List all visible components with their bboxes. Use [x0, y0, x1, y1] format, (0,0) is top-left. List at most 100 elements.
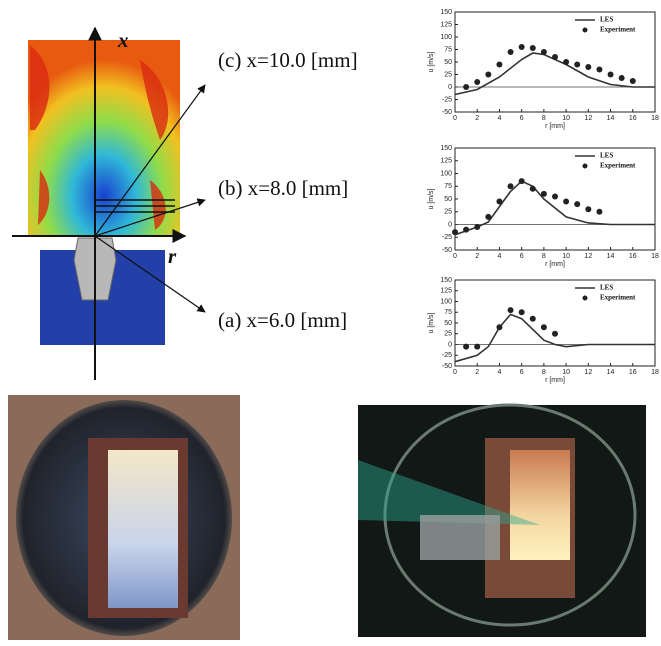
experiment-point [463, 343, 470, 350]
x-tick-label: 18 [651, 369, 659, 376]
y-tick-label: 125 [440, 288, 452, 295]
y-tick-label: 25 [444, 71, 452, 78]
x-tick-label: 10 [562, 253, 570, 260]
photo-left [8, 395, 240, 640]
x-axis-label: r [mm] [545, 377, 565, 384]
x-tick-label: 14 [607, 253, 615, 260]
optics [420, 515, 500, 560]
experiment-point [563, 198, 570, 205]
x-tick-label: 10 [562, 115, 570, 122]
y-tick-label: -25 [442, 352, 452, 359]
x-tick-label: 2 [475, 369, 479, 376]
x-tick-label: 12 [584, 369, 592, 376]
flame [108, 450, 178, 608]
experiment-point [474, 343, 481, 350]
y-tick-label: -50 [442, 247, 452, 254]
x-tick-label: 2 [475, 115, 479, 122]
y-tick-label: 75 [444, 309, 452, 316]
legend-label: LES [600, 284, 613, 292]
les-line [454, 313, 655, 363]
experiment-point [563, 59, 570, 65]
x-tick-label: 0 [453, 369, 457, 376]
y-tick-label: 75 [444, 46, 452, 53]
y-axis-label: u [m/s] [428, 51, 435, 72]
y-axis-label: u [m/s] [428, 312, 435, 333]
laser-sheet [358, 460, 540, 525]
x-tick-label: 4 [497, 369, 501, 376]
experiment-point [529, 45, 536, 51]
x-tick-label: 12 [584, 253, 592, 260]
experiment-point [574, 61, 581, 68]
experiment-point [574, 201, 581, 208]
experiment-point [518, 178, 525, 185]
pointer [94, 235, 206, 313]
experiment-point [452, 229, 458, 236]
experiment-point [618, 75, 625, 81]
legend-label: Experiment [600, 26, 636, 34]
y-tick-label: -25 [442, 96, 452, 103]
experiment-point [552, 193, 558, 200]
x-tick-label: 6 [520, 115, 524, 122]
experiment-point [474, 224, 481, 231]
cfd-diagram: x r [12, 26, 206, 380]
y-tick-label: 0 [448, 341, 452, 348]
experiment-point [540, 190, 547, 197]
y-tick-label: 75 [444, 183, 452, 190]
flame [510, 450, 570, 560]
y-tick-label: 0 [448, 221, 452, 228]
panel-label: (b) x=8.0 [mm] [218, 176, 348, 200]
experiment-point [485, 213, 492, 220]
y-tick-label: 150 [440, 145, 452, 152]
experiment-point [496, 198, 503, 205]
legend-label: Experiment [600, 294, 636, 302]
pointer [94, 84, 206, 237]
x-tick-label: 8 [542, 115, 546, 122]
x-tick-label: 8 [542, 253, 546, 260]
y-tick-label: 25 [444, 209, 452, 216]
r-axis-label: r [168, 244, 177, 268]
x-tick-label: 4 [497, 115, 501, 122]
x-tick-label: 16 [629, 369, 637, 376]
photo-right [358, 403, 646, 637]
y-tick-label: 25 [444, 331, 452, 338]
pointer [94, 198, 206, 237]
x-tick-label: 8 [542, 369, 546, 376]
legend-swatch [582, 163, 588, 169]
y-tick-label: 50 [444, 320, 452, 327]
y-tick-label: 100 [440, 170, 452, 177]
x-tick-label: 18 [651, 253, 659, 260]
x-tick-label: 18 [651, 115, 659, 122]
experiment-point [518, 309, 525, 316]
experiment-point [629, 78, 636, 84]
x-tick-label: 0 [453, 115, 457, 122]
y-tick-label: 125 [440, 21, 452, 28]
experiment-point [518, 44, 525, 50]
experiment-point [507, 307, 514, 314]
experiment-point [485, 71, 492, 78]
experiment-point [496, 61, 503, 68]
les-line [454, 180, 655, 236]
experiment-point [552, 54, 558, 60]
x-tick-label: 0 [453, 253, 457, 260]
viewport-rim [383, 403, 637, 627]
y-tick-label: -50 [442, 109, 452, 116]
x-tick-label: 14 [607, 115, 615, 122]
y-tick-label: 50 [444, 59, 452, 66]
y-tick-label: 100 [440, 34, 452, 41]
experiment-point [507, 49, 514, 55]
y-tick-label: 100 [440, 298, 452, 305]
legend-label: LES [600, 16, 613, 24]
experiment-point [463, 226, 470, 233]
legend-swatch [582, 27, 588, 33]
x-tick-label: 2 [475, 253, 479, 260]
experiment-point [529, 185, 536, 192]
y-axis-label: u [m/s] [428, 188, 435, 209]
experiment-point [596, 208, 603, 215]
experiment-point [463, 84, 470, 90]
experiment-point [529, 315, 536, 322]
y-tick-label: -25 [442, 234, 452, 241]
x-tick-label: 4 [497, 253, 501, 260]
y-tick-label: 150 [440, 9, 452, 16]
